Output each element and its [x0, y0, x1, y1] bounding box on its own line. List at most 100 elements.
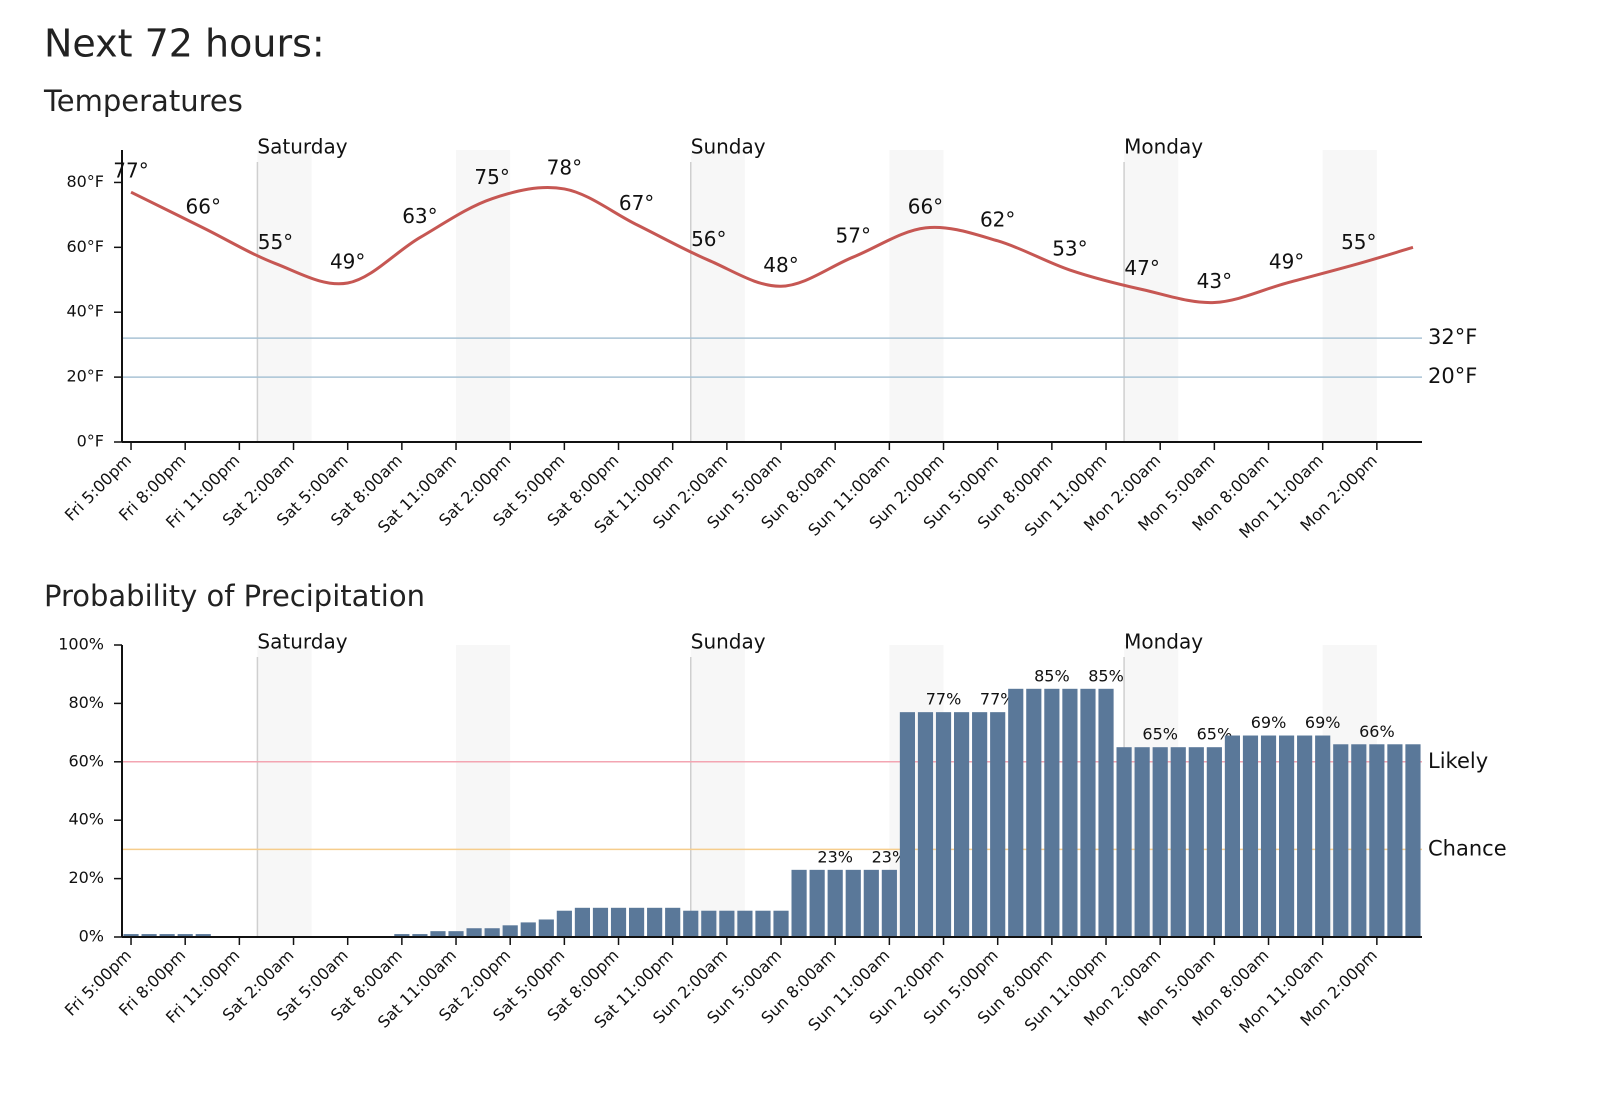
value-label: 67°: [619, 191, 654, 215]
bar: [610, 907, 627, 937]
value-label: 75°: [474, 165, 509, 189]
value-label: 55°: [1341, 230, 1376, 254]
y-tick-label: 80°F: [66, 172, 104, 191]
shaded-range: [456, 645, 511, 937]
y-tick-label: 80%: [68, 693, 104, 712]
chart-title: Temperatures: [43, 84, 243, 118]
bar: [863, 869, 879, 937]
shaded-range: [257, 645, 312, 937]
reference-label: Likely: [1428, 749, 1488, 773]
value-label: 65%: [1142, 725, 1178, 744]
day-label: Saturday: [257, 135, 347, 159]
shaded-range: [889, 150, 944, 442]
bar: [484, 928, 500, 937]
bar: [1080, 688, 1096, 937]
bar: [1206, 747, 1222, 937]
shaded-range: [1322, 645, 1377, 937]
bar: [1152, 747, 1168, 937]
bar: [701, 910, 717, 937]
shaded-range: [690, 150, 745, 442]
bar: [1387, 744, 1403, 937]
bar: [1134, 747, 1150, 937]
bar: [1098, 688, 1114, 937]
bar: [1224, 735, 1240, 937]
bar: [1170, 747, 1186, 937]
shaded-range: [1322, 150, 1377, 442]
bar: [719, 910, 735, 937]
bar: [773, 910, 789, 937]
reference-label: 32°F: [1428, 325, 1477, 349]
value-label: 62°: [980, 207, 1015, 231]
bar: [1369, 744, 1385, 937]
y-tick-label: 60°F: [66, 237, 104, 256]
value-label: 66°: [186, 194, 221, 218]
value-label: 77°: [113, 159, 148, 183]
bar: [502, 925, 518, 937]
bar: [1008, 688, 1024, 937]
bar: [123, 934, 139, 937]
bar: [466, 928, 482, 937]
day-label: Sunday: [691, 135, 766, 159]
y-tick-label: 20°F: [66, 367, 104, 386]
value-label: 48°: [763, 253, 798, 277]
reference-label: 20°F: [1428, 364, 1477, 388]
value-label: 23%: [872, 847, 908, 866]
temperature-line: [130, 185, 1414, 305]
value-label: 77%: [926, 690, 962, 709]
bar: [972, 712, 988, 937]
shaded-range: [690, 645, 745, 937]
bar: [791, 869, 807, 937]
y-tick-label: 0°F: [77, 432, 104, 451]
bar: [1333, 744, 1349, 937]
bar: [177, 934, 193, 937]
y-tick-label: 0%: [79, 927, 104, 946]
bar: [448, 931, 464, 937]
day-label: Monday: [1124, 135, 1203, 159]
bar: [1062, 688, 1078, 937]
shaded-range: [257, 150, 312, 442]
bar: [520, 922, 536, 937]
value-label: 49°: [330, 250, 365, 274]
bar: [809, 869, 825, 937]
bar: [954, 712, 970, 937]
bar: [592, 907, 609, 937]
shaded-range: [889, 645, 944, 937]
value-label: 78°: [547, 155, 582, 179]
shaded-range: [456, 150, 511, 442]
bar: [1116, 747, 1132, 937]
value-label: 66°: [908, 194, 943, 218]
bar: [1297, 735, 1313, 937]
bar: [827, 869, 843, 937]
bar: [394, 934, 410, 937]
bar: [1044, 688, 1060, 937]
y-tick-label: 60%: [68, 751, 104, 770]
value-label: 66%: [1359, 722, 1395, 741]
day-label: Sunday: [691, 630, 766, 654]
bar: [1242, 735, 1259, 937]
bar: [574, 907, 590, 937]
bar: [195, 934, 211, 937]
bar: [159, 934, 175, 937]
value-label: 65%: [1197, 725, 1233, 744]
page-title: Next 72 hours:: [44, 22, 325, 66]
day-label: Saturday: [257, 630, 347, 654]
bar: [141, 934, 157, 937]
value-label: 69%: [1305, 713, 1341, 732]
y-tick-label: 20%: [68, 868, 104, 887]
shaded-range: [1124, 645, 1179, 937]
day-label: Monday: [1124, 630, 1203, 654]
bar: [430, 931, 446, 937]
value-label: 53°: [1052, 237, 1087, 261]
bar: [737, 910, 753, 937]
bar: [665, 907, 681, 937]
bar: [538, 919, 554, 937]
value-label: 85%: [1088, 666, 1124, 685]
bar: [935, 712, 952, 937]
value-label: 56°: [691, 227, 726, 251]
bar: [899, 712, 915, 937]
bar: [647, 907, 663, 937]
bar: [755, 910, 771, 937]
value-label: 47°: [1124, 256, 1159, 280]
value-label: 85%: [1034, 666, 1070, 685]
